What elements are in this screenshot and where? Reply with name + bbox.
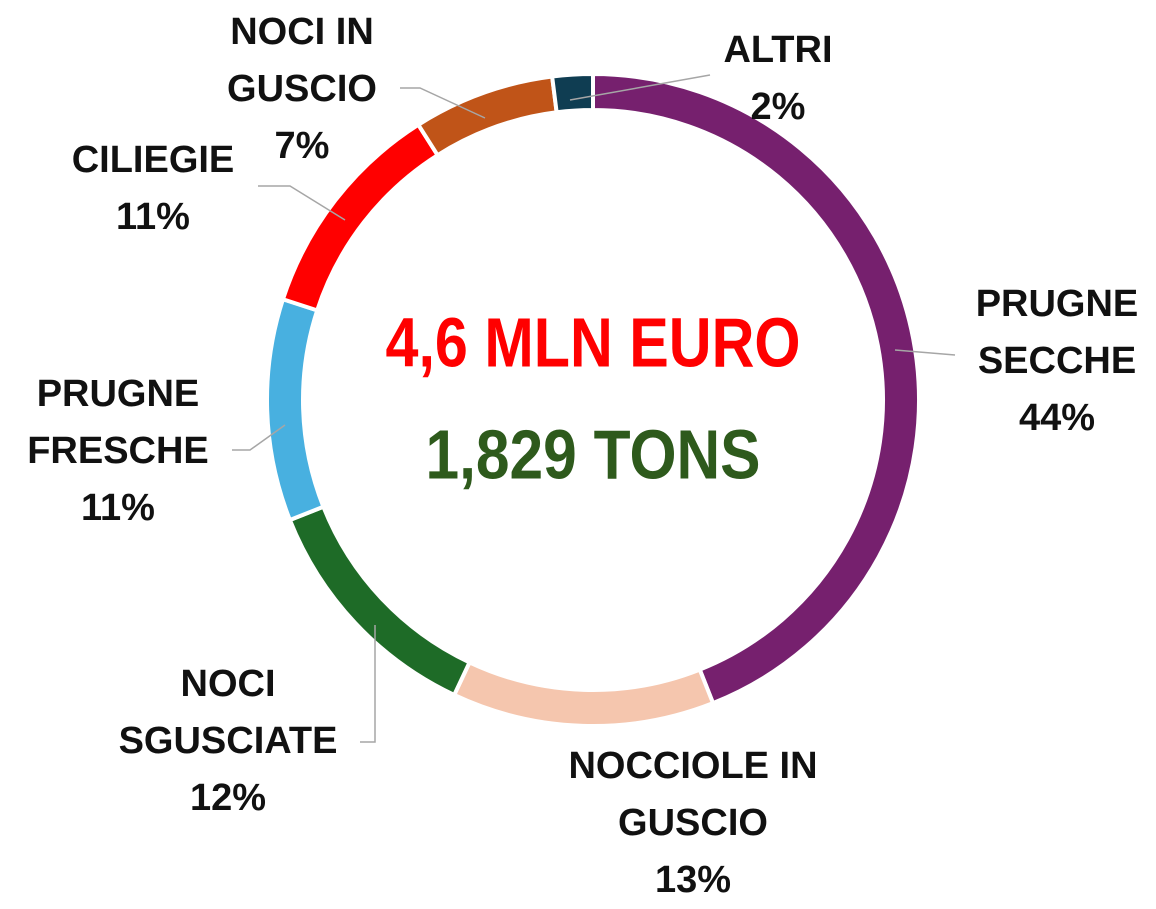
value-label: 11% [116, 196, 190, 238]
data-label: CILIEGIE 11% [48, 132, 258, 246]
donut-segment [265, 296, 326, 523]
donut-segment [415, 74, 559, 158]
center-annotation: 1,829 TONS [426, 415, 761, 493]
center-annotation: 4,6 MLN EURO [386, 303, 801, 381]
value-label: 13% [654, 859, 732, 901]
category-label: NOCI SGUSCIATE [118, 663, 338, 762]
donut-segment [549, 71, 595, 115]
donut-segment [451, 659, 716, 728]
value-label: 11% [81, 487, 155, 529]
data-label: ALTRI 2% [703, 22, 853, 136]
value-label: 7% [274, 125, 330, 167]
leader-line [569, 74, 711, 101]
leader-line [894, 349, 956, 356]
category-label: ALTRI [723, 29, 833, 71]
value-label: 44% [1018, 397, 1096, 439]
leader-line [258, 185, 346, 221]
data-label: PRUGNE SECCHE 44% [952, 276, 1156, 447]
category-label: PRUGNE FRESCHE [27, 373, 209, 472]
category-label: NOCCIOLE IN GUSCIO [568, 745, 818, 844]
value-label: 2% [750, 86, 806, 128]
leader-line [360, 625, 376, 743]
leader-line [232, 424, 286, 451]
donut-segment [591, 71, 921, 706]
leader-line [400, 87, 486, 119]
category-label: NOCI IN GUSCIO [227, 11, 377, 110]
value-label: 12% [189, 777, 267, 819]
category-label: PRUGNE SECCHE [975, 283, 1139, 382]
data-label: NOCCIOLE IN GUSCIO 13% [553, 738, 833, 909]
category-label: CILIEGIE [71, 139, 235, 181]
data-label: NOCI IN GUSCIO 7% [207, 4, 397, 175]
data-label: PRUGNE FRESCHE 11% [3, 366, 233, 537]
data-label: NOCI SGUSCIATE 12% [98, 656, 358, 827]
